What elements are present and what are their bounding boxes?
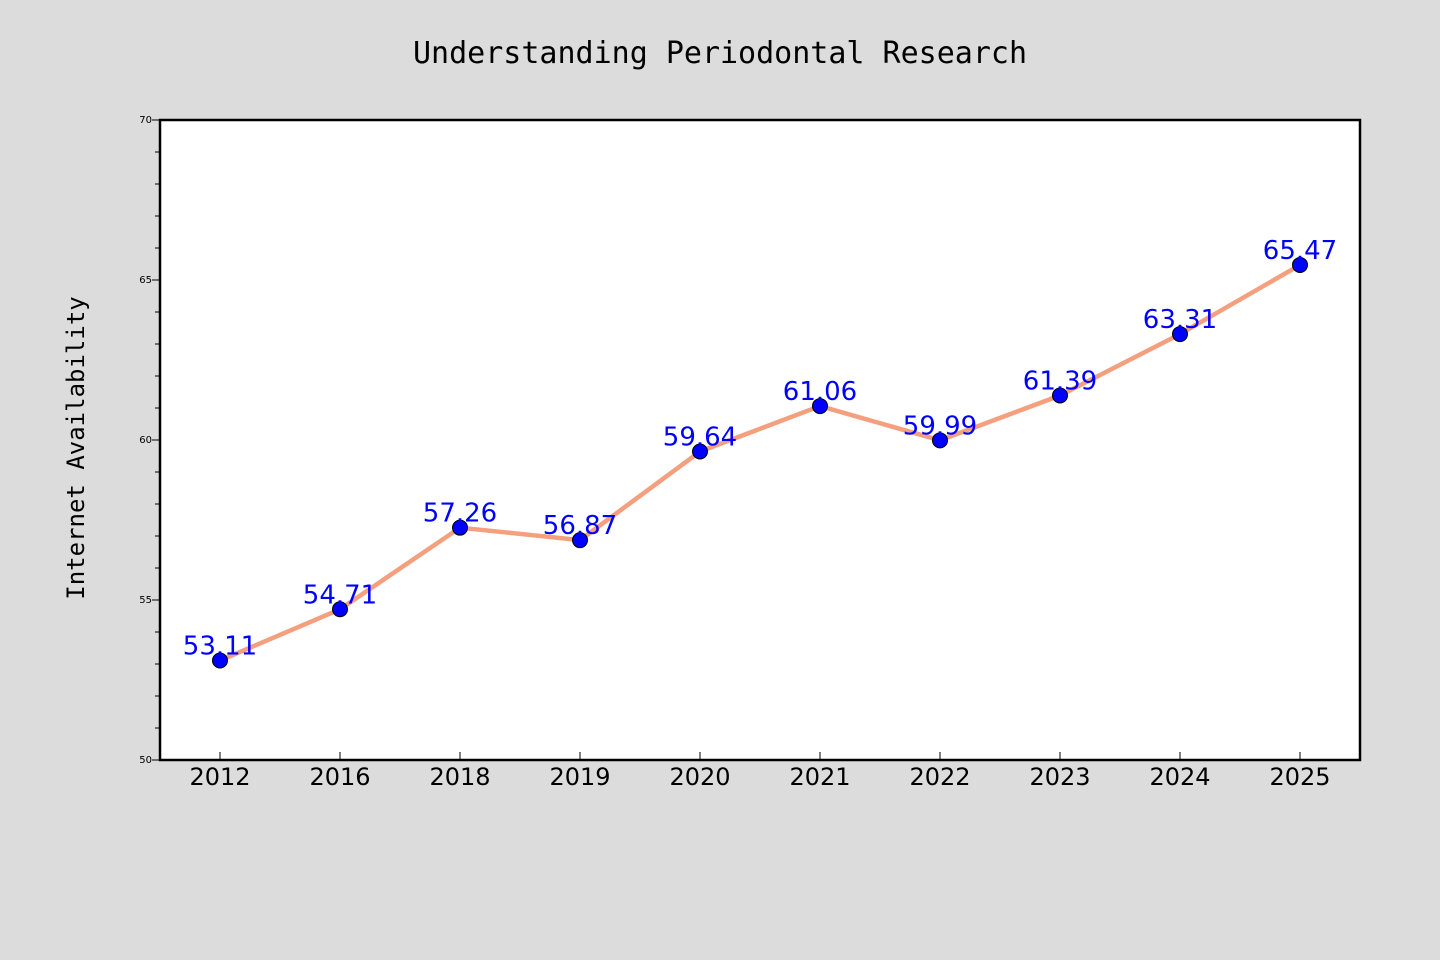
x-tick-label: 2021: [789, 763, 850, 791]
data-label: 54.71: [303, 580, 377, 610]
data-point: [1172, 326, 1188, 343]
y-tick-label: 70: [139, 115, 152, 126]
x-tick-label: 2024: [1149, 763, 1210, 791]
x-tick-label: 2018: [429, 763, 490, 791]
x-tick-label: 2016: [309, 763, 370, 791]
data-label: 53.11: [183, 631, 257, 661]
x-tick-label: 2019: [549, 763, 610, 791]
data-label: 59.99: [903, 411, 977, 441]
y-tick-label: 50: [139, 755, 152, 766]
chart-title: Understanding Periodontal Research: [413, 36, 1027, 71]
data-label: 56.87: [543, 511, 617, 541]
data-point: [452, 519, 468, 536]
data-point: [212, 652, 228, 669]
data-point: [1052, 387, 1068, 404]
data-point: [812, 398, 828, 415]
data-point: [692, 443, 708, 460]
data-label: 61.06: [783, 377, 857, 407]
x-tick-label: 2012: [189, 763, 250, 791]
data-label: 65.47: [1263, 236, 1337, 266]
y-axis-label: Internet Availability: [62, 296, 90, 599]
y-tick-label: 60: [139, 435, 152, 446]
data-label: 61.39: [1023, 367, 1097, 397]
data-point: [572, 532, 588, 549]
series-group: [212, 256, 1308, 669]
y-tick-label: 65: [139, 275, 152, 286]
data-point: [932, 432, 948, 449]
data-point: [332, 601, 348, 618]
x-tick-label: 2020: [669, 763, 730, 791]
data-point: [1292, 256, 1308, 273]
x-axis-ticks: 2012 2016 2018 2019 2020 2021 2022 2023 2024 2025: [189, 752, 1331, 791]
series-line: [217, 262, 1303, 663]
data-label: 63.31: [1143, 305, 1217, 335]
x-tick-label: 2025: [1269, 763, 1330, 791]
data-label: 57.26: [423, 499, 497, 529]
plot-area: [160, 120, 1360, 760]
data-label: 59.64: [663, 423, 737, 453]
x-tick-label: 2022: [909, 763, 970, 791]
y-tick-label: 55: [139, 595, 152, 606]
x-tick-label: 2023: [1029, 763, 1090, 791]
data-labels: 53.11 54.71 57.26 56.87 59.64 61.06 59.99 61.39…: [183, 236, 1337, 662]
plot-frame: [158, 118, 1362, 762]
